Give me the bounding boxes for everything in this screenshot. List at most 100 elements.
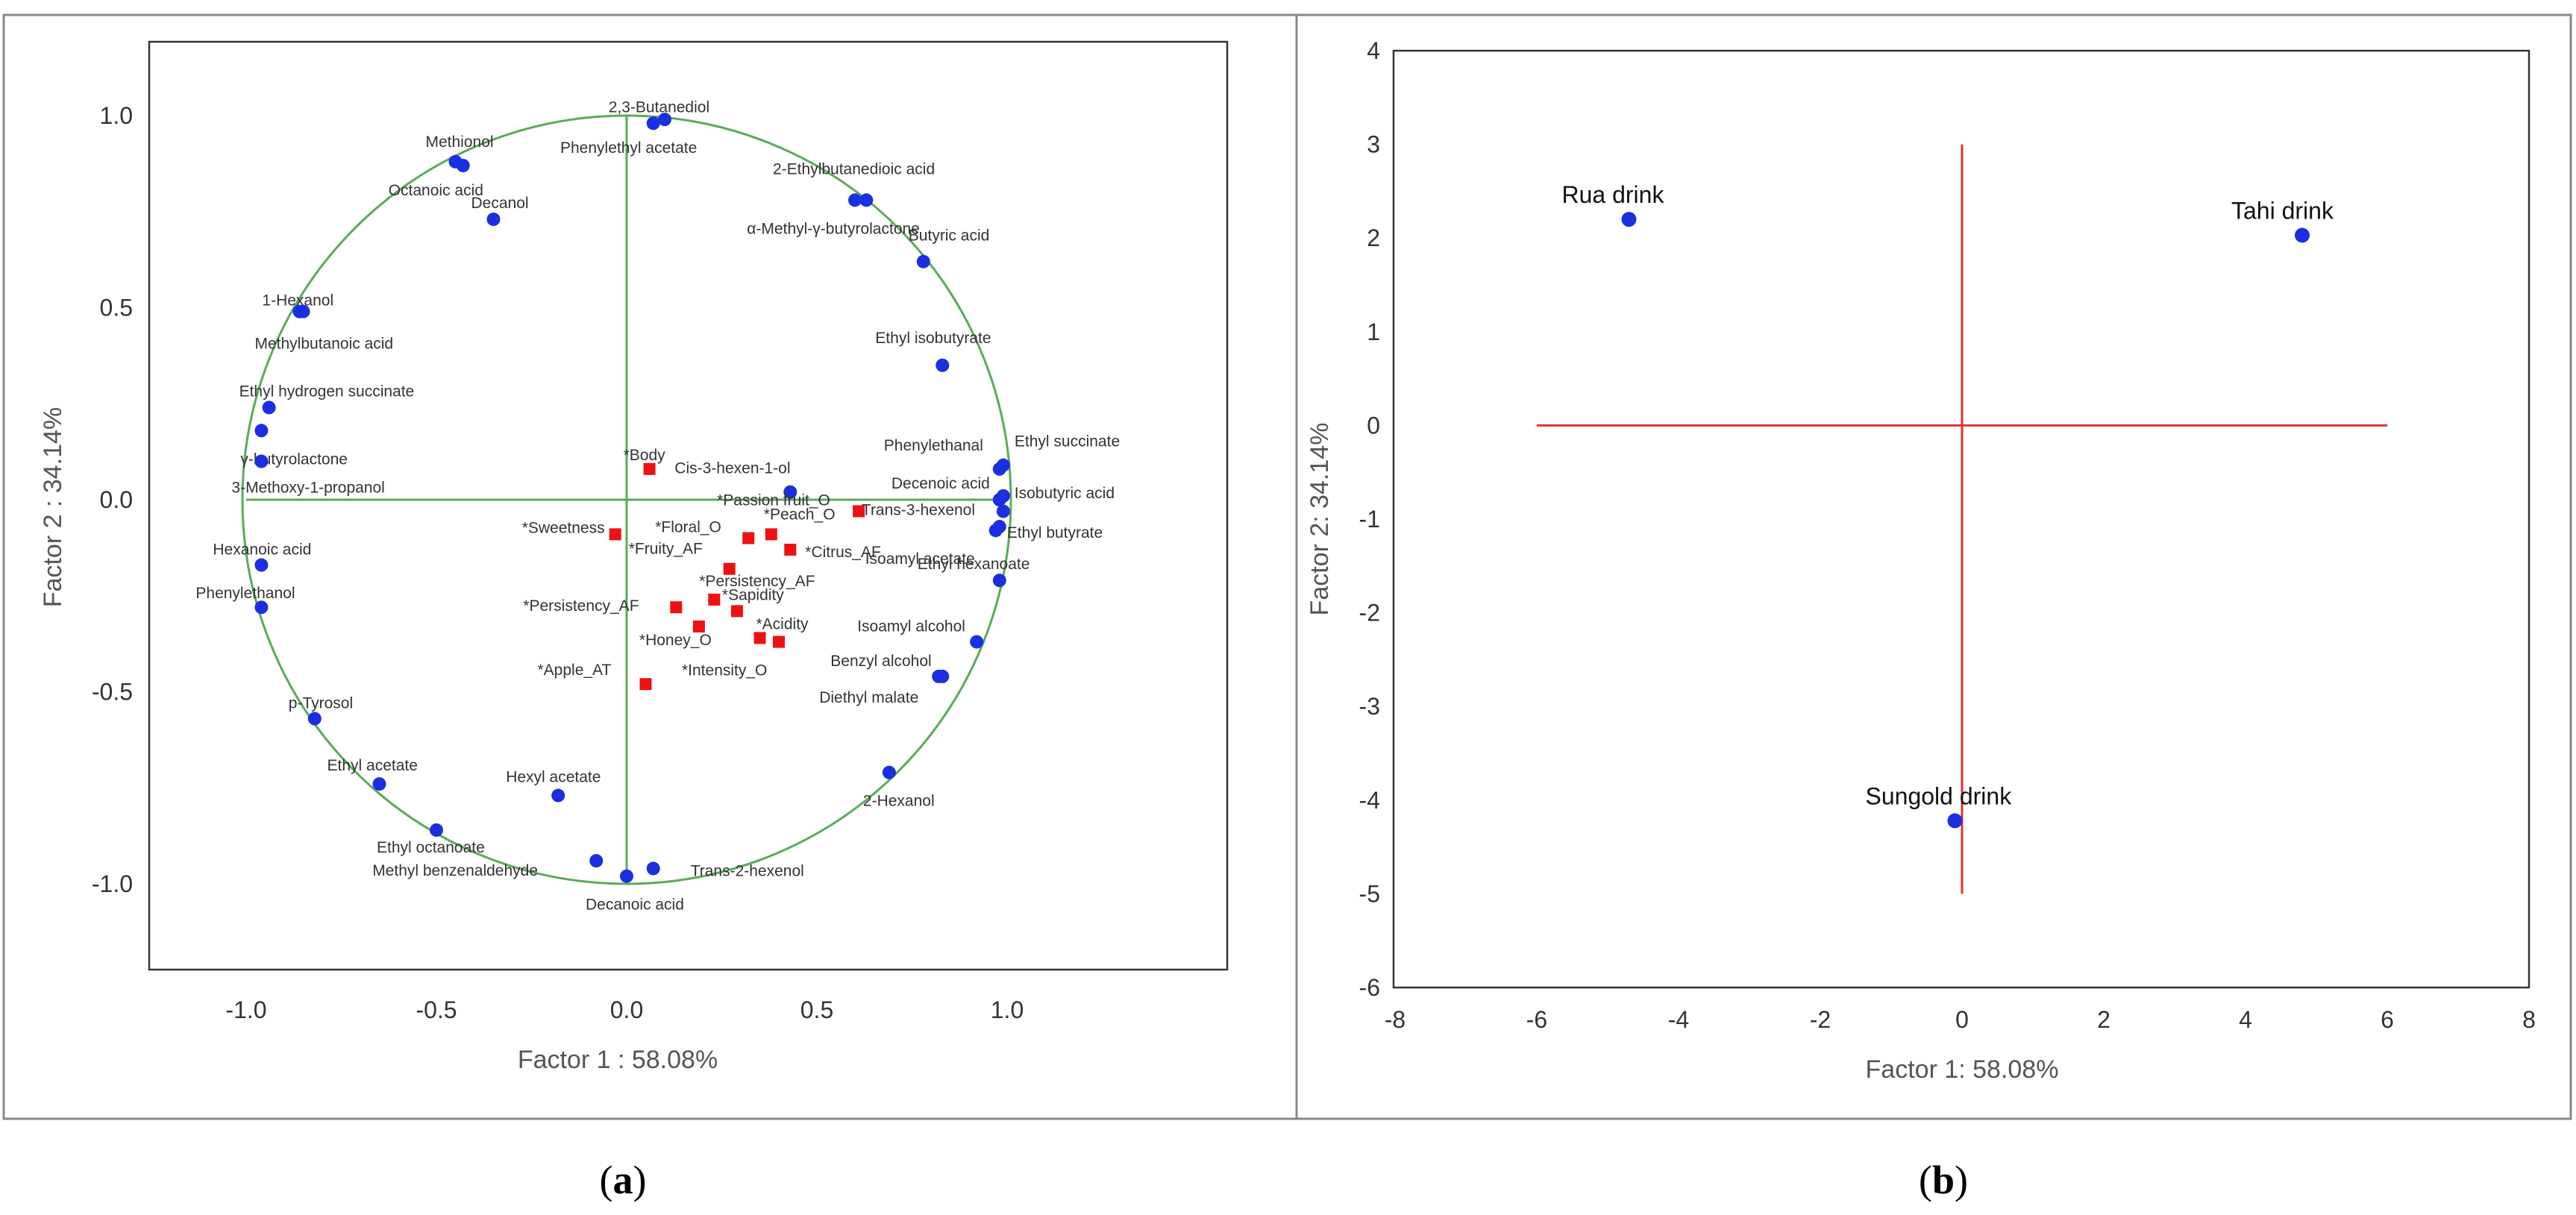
panel-a-variable-point <box>646 861 660 876</box>
panel-a-variable-label: Decanoic acid <box>586 897 684 914</box>
panel-a-x-tick-label: 1.0 <box>991 996 1024 1023</box>
panel-a-x-axis-label: Factor 1 : 58.08% <box>518 1046 718 1074</box>
panel-a-supplementary-point <box>773 635 785 648</box>
panel-a-variable-label: Cis-3-hexen-1-ol <box>674 460 790 477</box>
panel-a-x-tick-label: 0.0 <box>610 996 643 1023</box>
panel-a-supplementary-label: *Acidity <box>756 615 809 632</box>
panel-a-variable-point <box>254 600 269 615</box>
panel-b-drink-point <box>1947 813 1963 829</box>
panel-a-variable-point <box>589 854 604 868</box>
panel-a-chart: -1.0 -0.5 0.0 0.5 1.0 1.0 0.5 0.0 -0.5 -1.0 2,3-… <box>2 13 1318 1120</box>
panel-a-variable-point <box>936 358 950 372</box>
panel-a-variable-label: Ethyl butyrate <box>1007 524 1103 541</box>
panel-a-variable-label: Hexyl acetate <box>506 769 601 786</box>
panel-a-variable-label: p-Tyrosol <box>289 695 353 712</box>
panel-b-x-tick-label: -2 <box>1810 1006 1831 1033</box>
panel-a-x-tick-label: -1.0 <box>225 996 266 1023</box>
panel-a-variable-label: Isobutyric acid <box>1015 485 1115 502</box>
panel-a-supplementary-label: *Sweetness <box>522 519 605 536</box>
panel-a-variable-point <box>992 493 1006 506</box>
panel-a-variable-label: Octanoic acid <box>389 182 483 199</box>
panel-a-variable-point <box>996 504 1010 518</box>
panel-a-variable-label: Ethyl octanoate <box>377 839 485 856</box>
panel-a-supplementary-label: *Sapidity <box>722 586 784 603</box>
panel-a-variable-label: Diethyl malate <box>819 689 918 706</box>
panel-a-supplementary-point <box>639 678 652 691</box>
panel-b-y-axis-label: Factor 2: 34.14% <box>1306 423 1334 616</box>
panel-a-supplementary-point <box>753 632 766 644</box>
panel-a-variable-point <box>486 213 501 227</box>
panel-a-variable-label: Methyl benzenaldehyde <box>372 862 538 879</box>
panel-a-supplementary-point <box>692 620 705 632</box>
panel-a-variable-point <box>859 193 874 207</box>
panel-a-variable-point <box>992 574 1006 588</box>
panel-a-variable-label: Decanol <box>471 195 529 212</box>
panel-a-variable-label: Isoamyl alcohol <box>857 618 965 635</box>
panel-a-y-tick-label: -0.5 <box>92 679 133 706</box>
panel-a-supplementary-point <box>784 543 797 556</box>
panel-b-y-tick-label: -3 <box>1359 693 1380 720</box>
panel-a-supplementary-label: *Honey_O <box>639 632 712 649</box>
panel-a-variable-label: Methylbutanoic acid <box>255 336 394 353</box>
panel-a-variable-label: α-Methyl-γ-butyrolactone <box>747 220 920 237</box>
panel-a-supplementary-point <box>643 462 656 475</box>
panel-a-variable-label: Phenylethanol <box>195 585 295 602</box>
panel-a-supplementary-label: *Intensity_O <box>682 662 767 679</box>
panel-a-variable-point <box>848 193 862 207</box>
panel-a-variable-point <box>254 558 269 572</box>
panel-a-variable-label: 2-Hexanol <box>863 793 935 810</box>
panel-a-variable-label: Isoamyl acetate <box>865 550 975 568</box>
panel-a-variable-point <box>932 669 946 683</box>
panel-b-drink-label: Tahi drink <box>2231 197 2334 224</box>
panel-a-y-tick-label: 0.0 <box>100 486 133 513</box>
panel-b-y-tick-label: 4 <box>1367 37 1380 64</box>
panel-a-supplementary-label: *Persistency_AF <box>523 597 639 615</box>
panel-a-variable-point <box>551 788 565 803</box>
panel-a-variable-point <box>916 254 930 269</box>
panel-a-supplementary-label: *Passion fruit_O <box>717 492 830 509</box>
panel-a-supplementary-point <box>853 505 865 518</box>
panel-a-variable-label: Ethyl hexanoate <box>918 556 1030 573</box>
panel-a-supplementary-label: *Citrus_AF <box>805 544 881 561</box>
panel-a-variable-point <box>456 158 470 172</box>
panel-b-x-tick-label: -8 <box>1385 1006 1405 1033</box>
panel-a-variable-label: 1-Hexanol <box>262 292 333 310</box>
panel-a-variable-label: Ethyl succinate <box>1015 433 1120 450</box>
panel-a-variable-label: 2-Ethylbutanedioic acid <box>773 160 935 178</box>
panel-b-drink-point <box>1621 212 1637 227</box>
panel-a-variable-label: Trans-2-hexenol <box>691 862 804 879</box>
panel-a-variable-point <box>646 116 660 131</box>
panel-a-variable-label: Methionol <box>426 134 494 151</box>
panel-a-variable-point <box>254 424 269 438</box>
panel-a-caption: (a) <box>600 1158 647 1202</box>
panel-a-supplementary-label: *Apple_AT <box>538 662 612 679</box>
panel-a-supplementary-label: *Persistency_AF <box>699 573 815 590</box>
panel-b-x-tick-label: 6 <box>2381 1006 2394 1033</box>
panel-a-supplementary-point <box>609 528 621 541</box>
panel-b-y-tick-label: 3 <box>1367 131 1380 158</box>
panel-a-supplementary-label: *Floral_O <box>655 519 721 536</box>
panel-a-variable-label: Trans-3-hexenol <box>862 501 975 518</box>
panel-b-x-tick-label: 8 <box>2522 1006 2536 1033</box>
panel-a-plot-area <box>148 40 1229 971</box>
panel-b-x-tick-label: -4 <box>1668 1006 1689 1033</box>
panel-b-y-tick-label: -2 <box>1359 600 1380 627</box>
panel-a-variable-point <box>996 458 1010 472</box>
panel-a-supplementary-label: *Body <box>624 447 666 464</box>
panel-a-variable-point <box>296 304 310 318</box>
panel-a-supplementary-point <box>730 605 743 618</box>
panel-b-y-tick-label: 1 <box>1367 318 1380 345</box>
panel-b-y-tick-label: -1 <box>1359 506 1380 533</box>
panel-b-y-tick-label: 0 <box>1367 412 1380 439</box>
panel-b-drink-label: Rua drink <box>1562 181 1665 208</box>
panel-a-variable-label: Ethyl hydrogen succinate <box>239 383 415 400</box>
panel-a-y-tick-label: -1.0 <box>92 870 133 897</box>
panel-a-variable-point <box>620 869 633 883</box>
panel-b-caption: (b) <box>1919 1158 1968 1202</box>
panel-a-variable-point <box>430 823 443 837</box>
panel-a-variable-label: Butyric acid <box>909 227 990 245</box>
panel-b-y-tick-label: -5 <box>1359 880 1380 907</box>
panel-a-x-tick-label: -0.5 <box>416 996 457 1023</box>
panel-a-caption-letter: a <box>613 1158 633 1202</box>
panel-a-variable-point <box>254 454 269 468</box>
